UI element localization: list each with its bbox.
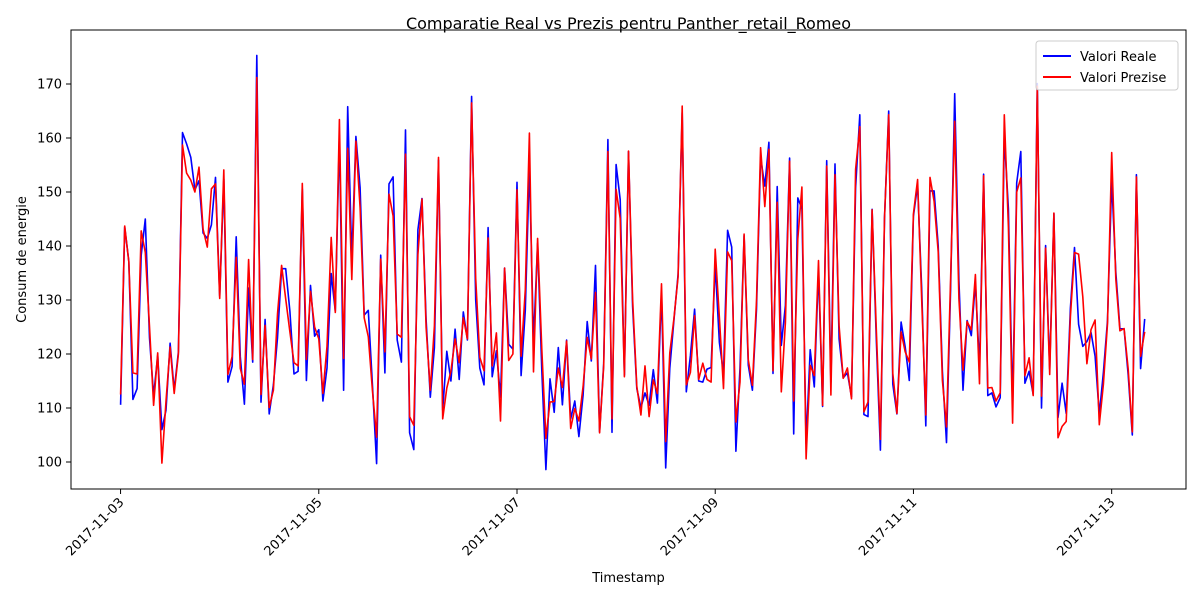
legend: Valori Reale Valori Prezise: [1035, 40, 1179, 91]
legend-label-predicted: Valori Prezise: [1080, 71, 1166, 86]
series-line-predicted: [119, 76, 1146, 464]
y-axis: 100 110 120 130 140 150 160 170: [37, 78, 71, 471]
y-tick-label: 170: [37, 78, 62, 93]
series-group: [119, 54, 1146, 471]
y-tick-label: 100: [37, 456, 62, 471]
y-tick-label: 150: [37, 186, 62, 201]
x-axis-title: Timestamp: [591, 571, 665, 586]
legend-box: [1035, 40, 1179, 91]
y-tick-label: 140: [37, 240, 62, 255]
legend-label-real: Valori Reale: [1080, 50, 1157, 65]
chart-title: Comparatie Real vs Prezis pentru Panther…: [406, 14, 851, 34]
y-tick-label: 130: [37, 294, 62, 309]
plot-area-frame: [70, 29, 1187, 490]
y-tick-label: 160: [37, 132, 62, 147]
y-tick-label: 110: [37, 402, 62, 417]
y-tick-label: 120: [37, 348, 62, 363]
y-axis-title: Consum de energie: [15, 196, 30, 323]
